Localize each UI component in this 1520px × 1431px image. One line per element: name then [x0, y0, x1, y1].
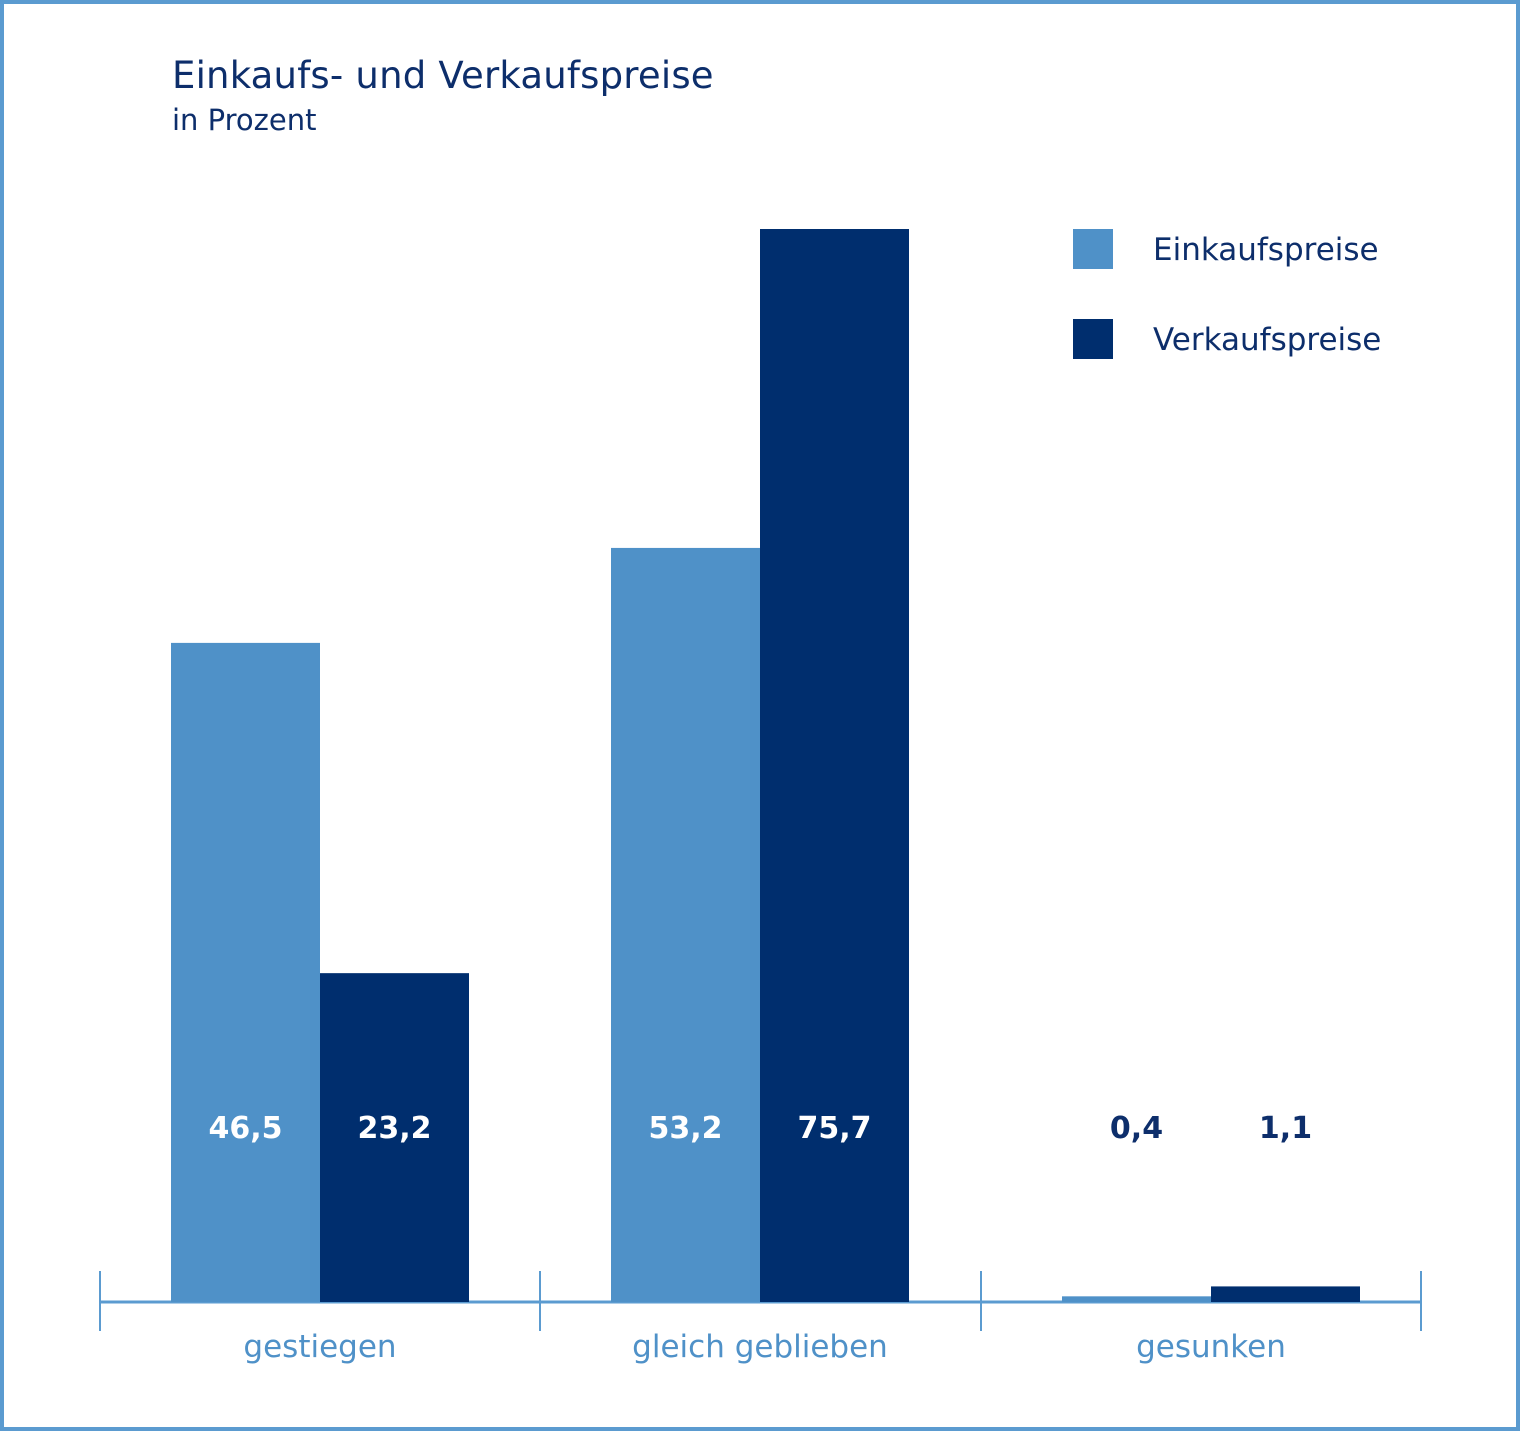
- bar-verkaufspreise: [320, 973, 469, 1302]
- bar-value-label: 75,7: [797, 1111, 871, 1146]
- bar-einkaufspreise: [171, 642, 320, 1302]
- legend-label-einkaufspreise: Einkaufspreise: [1153, 232, 1379, 268]
- category-label: gleich geblieben: [632, 1329, 888, 1365]
- legend-swatch-einkaufspreise: [1073, 229, 1113, 269]
- bar-einkaufspreise: [1062, 1296, 1211, 1302]
- chart-title: Einkaufs- und Verkaufspreise: [172, 54, 714, 97]
- bar-value-label: 46,5: [208, 1111, 282, 1146]
- bar-value-label: 0,4: [1110, 1111, 1163, 1146]
- bar-verkaufspreise: [760, 229, 909, 1302]
- legend-label-verkaufspreise: Verkaufspreise: [1153, 322, 1381, 358]
- bar-value-label: 23,2: [357, 1111, 431, 1146]
- bar-value-label: 53,2: [648, 1111, 722, 1146]
- bar-value-label: 1,1: [1259, 1111, 1312, 1146]
- bar-einkaufspreise: [611, 547, 760, 1302]
- category-label: gesunken: [1136, 1329, 1286, 1365]
- category-label: gestiegen: [243, 1329, 396, 1365]
- chart-subtitle: in Prozent: [172, 103, 317, 137]
- bar-verkaufspreise: [1211, 1286, 1360, 1302]
- legend-swatch-verkaufspreise: [1073, 319, 1113, 359]
